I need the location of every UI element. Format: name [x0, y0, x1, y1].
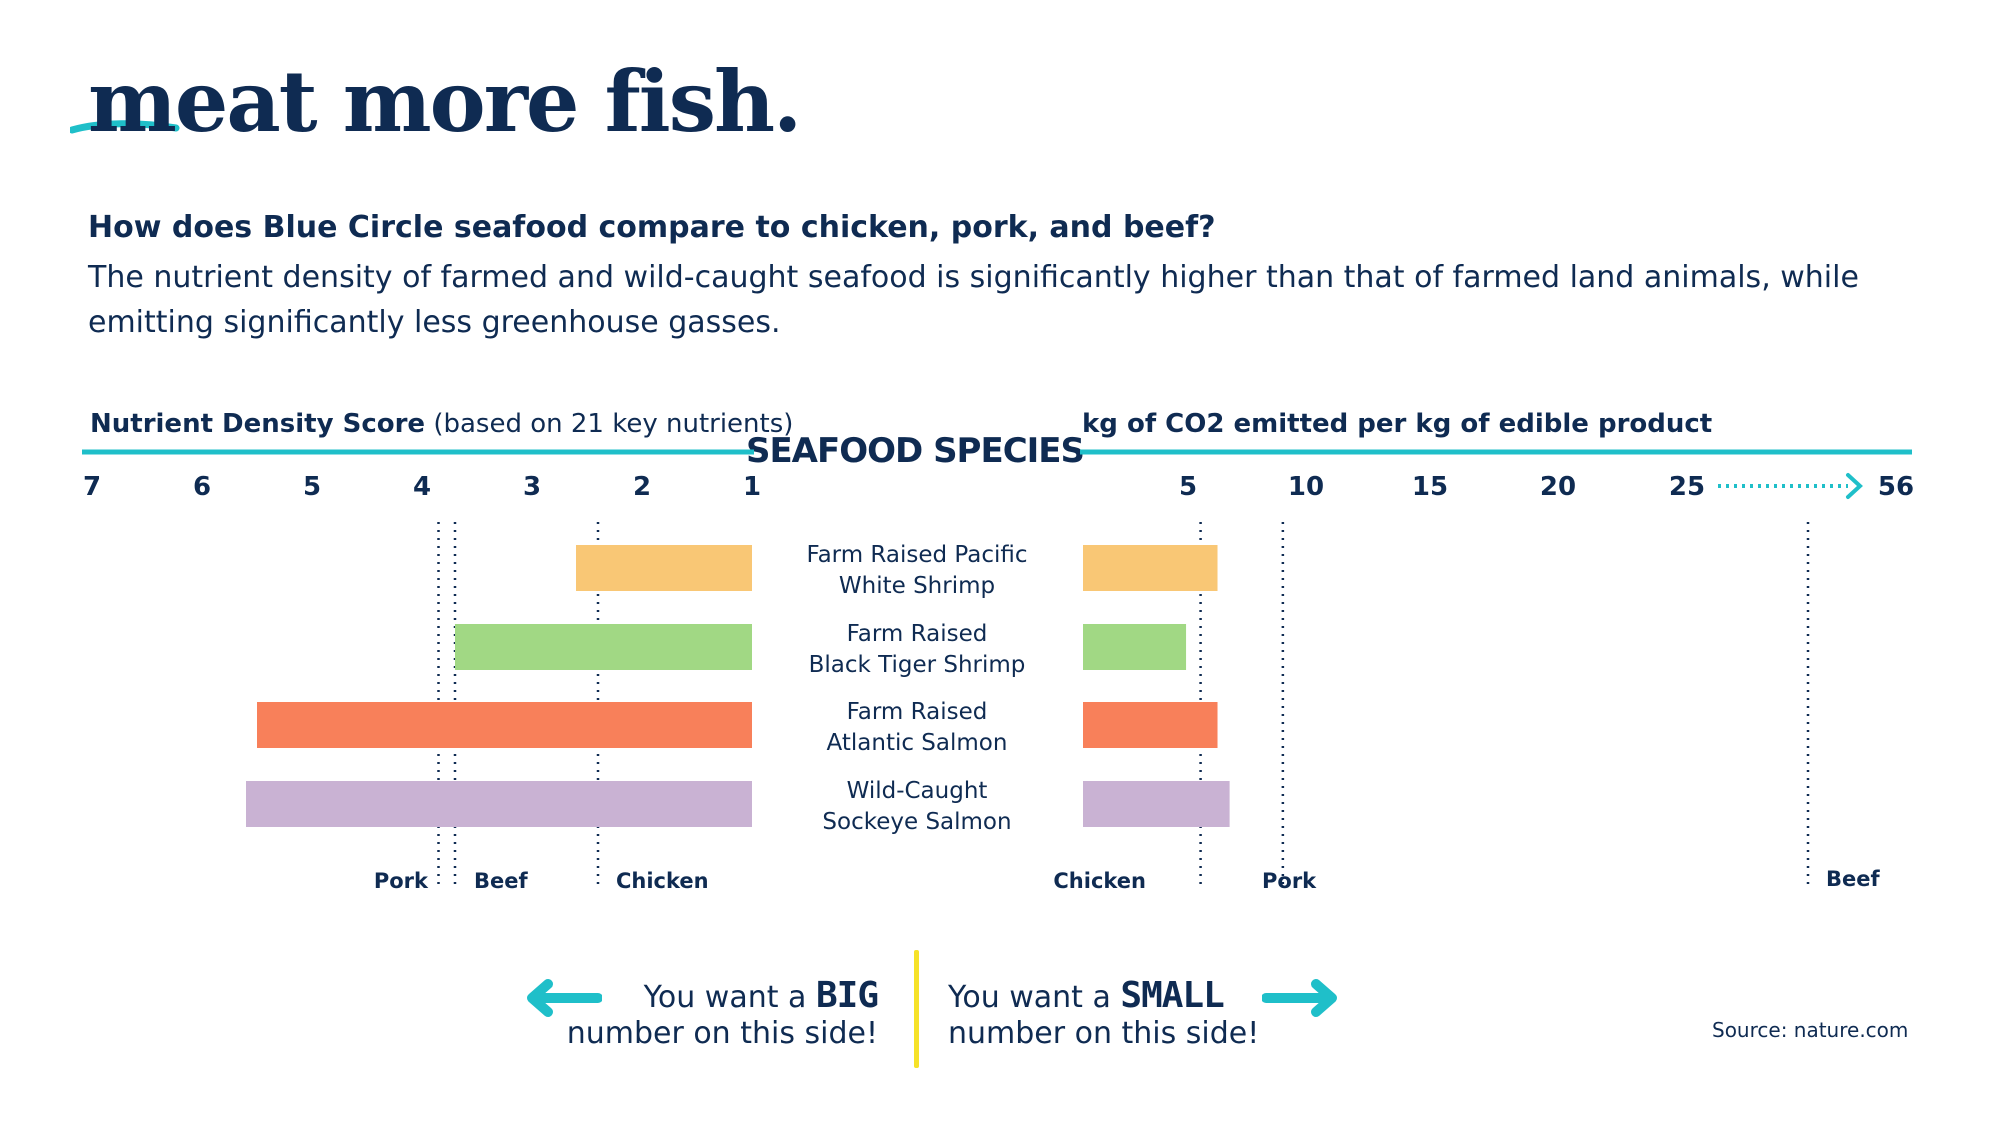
right-bar	[1083, 545, 1218, 591]
brand-logo[interactable]: meat more fish.	[88, 52, 802, 151]
left-axis-title-rest: (based on 21 key nutrients)	[425, 409, 793, 439]
species-label-line: Black Tiger Shrimp	[809, 652, 1026, 678]
left-bar	[576, 545, 752, 591]
left-reference-label: Beef	[474, 869, 528, 893]
species-label-line: Sockeye Salmon	[822, 809, 1011, 835]
right-tick-label: 15	[1412, 472, 1448, 502]
axis-break-arrowhead	[1846, 473, 1863, 499]
left-tick-label: 1	[743, 472, 761, 502]
species-label-line: Farm Raised	[847, 699, 988, 725]
right-tick-label: 25	[1669, 472, 1705, 502]
left-tick-label: 5	[303, 472, 321, 502]
left-axis-title-bold: Nutrient Density Score	[90, 409, 425, 439]
footer-left-post: number on this side!	[566, 1016, 878, 1051]
right-bar	[1083, 624, 1187, 670]
right-reference-label: Beef	[1826, 867, 1880, 891]
right-reference-label: Chicken	[1053, 869, 1146, 893]
right-tick-label: 5	[1179, 472, 1197, 502]
right-reference-label: Pork	[1262, 869, 1317, 893]
footer-divider	[914, 950, 919, 1068]
intro-question: How does Blue Circle seafood compare to …	[88, 210, 1216, 245]
species-label: Farm Raised Atlantic Salmon	[827, 699, 1008, 756]
footer-right-post: number on this side!	[948, 1016, 1260, 1051]
species-label-line: Atlantic Salmon	[827, 730, 1008, 756]
right-tick-label: 56	[1878, 472, 1914, 502]
left-bar	[257, 702, 752, 748]
axis-break-arrow	[1718, 473, 1863, 499]
left-bar	[246, 781, 752, 827]
right-axis-title: kg of CO2 emitted per kg of edible produ…	[1082, 409, 1712, 439]
left-tick-label: 4	[413, 472, 431, 502]
species-label: Farm Raised Black Tiger Shrimp	[809, 621, 1026, 678]
species-label-line: Farm Raised Pacific	[806, 542, 1027, 568]
right-bar	[1083, 702, 1218, 748]
center-title: SEAFOOD SPECIES	[746, 431, 1084, 471]
species-label: Farm Raised Pacific White Shrimp	[806, 542, 1027, 599]
left-tick-label: 7	[83, 472, 101, 502]
left-reference-label: Pork	[374, 869, 429, 893]
left-bar	[455, 624, 752, 670]
footer-right-em: SMALL	[1120, 975, 1224, 1016]
left-axis-title: Nutrient Density Score (based on 21 key …	[90, 409, 793, 439]
left-tick-label: 6	[193, 472, 211, 502]
species-label-line: White Shrimp	[839, 573, 995, 599]
right-bar	[1083, 781, 1230, 827]
right-tick-label: 10	[1288, 472, 1324, 502]
arrow-left-icon	[527, 979, 602, 1017]
right-tick-label: 20	[1540, 472, 1576, 502]
footer-left-pre: You want a	[643, 980, 816, 1015]
left-tick-label: 2	[633, 472, 651, 502]
source-credit: Source: nature.com	[1712, 1018, 1909, 1042]
left-tick-label: 3	[523, 472, 541, 502]
footer-left-text: You want a BIG number on this side!	[530, 975, 879, 1052]
intro-description: The nutrient density of farmed and wild-…	[88, 260, 1859, 340]
species-label-line: Farm Raised	[847, 621, 988, 647]
species-label-line: Wild-Caught	[847, 778, 988, 804]
footer-left-em: BIG	[815, 975, 879, 1016]
species-label: Wild-Caught Sockeye Salmon	[822, 778, 1011, 835]
arrow-right-icon	[1262, 979, 1337, 1017]
footer-right-pre: You want a	[948, 980, 1121, 1015]
footer-right-text: You want a SMALL number on this side!	[948, 978, 1259, 1052]
logo-swoosh	[70, 120, 180, 134]
left-reference-label: Chicken	[616, 869, 709, 893]
